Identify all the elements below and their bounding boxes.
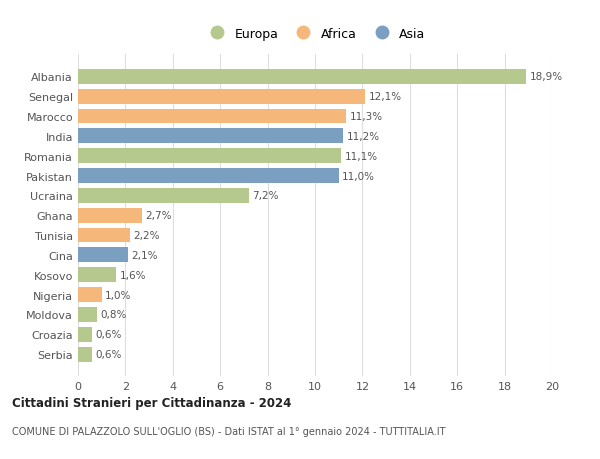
Bar [78,347,92,362]
Bar [78,149,341,164]
Bar [78,129,343,144]
Text: 18,9%: 18,9% [529,72,563,82]
Text: 11,0%: 11,0% [342,171,375,181]
Text: 12,1%: 12,1% [368,92,401,102]
Bar [78,287,102,302]
Bar [78,248,128,263]
Bar [78,70,526,84]
Bar [78,308,97,322]
Text: 2,7%: 2,7% [146,211,172,221]
Text: 1,0%: 1,0% [105,290,131,300]
Text: COMUNE DI PALAZZOLO SULL'OGLIO (BS) - Dati ISTAT al 1° gennaio 2024 - TUTTITALIA: COMUNE DI PALAZZOLO SULL'OGLIO (BS) - Da… [12,426,445,436]
Text: Cittadini Stranieri per Cittadinanza - 2024: Cittadini Stranieri per Cittadinanza - 2… [12,396,292,409]
Text: 2,2%: 2,2% [134,230,160,241]
Text: 11,1%: 11,1% [344,151,378,161]
Bar [78,327,92,342]
Text: 0,6%: 0,6% [96,330,122,340]
Bar [78,208,142,223]
Bar [78,109,346,124]
Text: 1,6%: 1,6% [119,270,146,280]
Text: 11,2%: 11,2% [347,132,380,141]
Text: 0,6%: 0,6% [96,349,122,359]
Bar [78,169,339,184]
Bar [78,189,248,203]
Text: 11,3%: 11,3% [349,112,382,122]
Legend: Europa, Africa, Asia: Europa, Africa, Asia [199,23,431,46]
Bar [78,268,116,283]
Text: 2,1%: 2,1% [131,250,158,260]
Text: 7,2%: 7,2% [252,191,278,201]
Bar [78,228,130,243]
Text: 0,8%: 0,8% [101,310,127,320]
Bar [78,90,365,104]
